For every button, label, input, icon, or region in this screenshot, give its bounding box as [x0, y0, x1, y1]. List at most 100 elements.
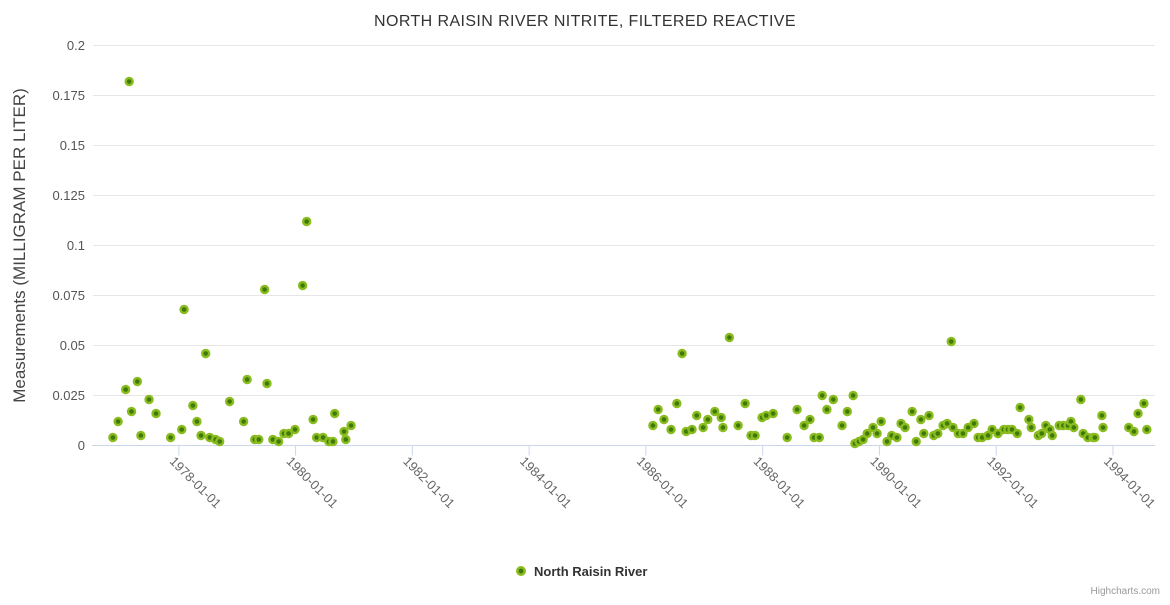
data-point[interactable]	[151, 408, 161, 419]
data-point[interactable]	[1129, 426, 1139, 437]
data-point[interactable]	[308, 414, 318, 425]
data-point[interactable]	[842, 406, 853, 417]
data-point[interactable]	[666, 424, 676, 435]
data-point[interactable]	[124, 76, 134, 87]
data-point[interactable]	[924, 410, 934, 421]
data-point[interactable]	[872, 428, 882, 439]
data-point[interactable]	[238, 416, 249, 427]
data-point[interactable]	[1047, 430, 1057, 441]
data-point[interactable]	[740, 398, 750, 409]
data-point[interactable]	[1142, 424, 1152, 435]
data-point[interactable]	[1037, 428, 1047, 439]
data-point[interactable]	[1069, 422, 1079, 433]
data-point[interactable]	[900, 422, 910, 433]
data-point[interactable]	[330, 408, 340, 419]
data-point[interactable]	[108, 432, 118, 443]
data-point[interactable]	[1026, 422, 1036, 433]
data-point[interactable]	[814, 432, 824, 443]
data-point[interactable]	[782, 432, 792, 443]
data-point[interactable]	[132, 376, 143, 387]
data-point[interactable]	[677, 348, 687, 359]
data-point[interactable]	[907, 406, 917, 417]
data-point[interactable]	[691, 410, 702, 421]
data-point[interactable]	[126, 406, 137, 417]
data-point[interactable]	[799, 420, 809, 431]
data-point[interactable]	[177, 424, 187, 435]
data-point[interactable]	[876, 416, 886, 427]
legend-item[interactable]: North Raisin River	[516, 564, 647, 579]
data-point[interactable]	[259, 284, 270, 295]
data-point[interactable]	[196, 430, 206, 441]
data-point[interactable]	[341, 434, 351, 445]
data-point[interactable]	[328, 436, 338, 447]
data-point[interactable]	[1015, 402, 1025, 413]
data-point[interactable]	[290, 424, 300, 435]
x-axis-label: 1992-01-01	[984, 454, 1042, 512]
data-point[interactable]	[1098, 422, 1108, 433]
data-point[interactable]	[1097, 410, 1107, 421]
data-point[interactable]	[1133, 408, 1143, 419]
data-point[interactable]	[136, 430, 146, 441]
data-point[interactable]	[301, 216, 312, 227]
data-point[interactable]	[1076, 394, 1086, 405]
data-point[interactable]	[892, 432, 902, 443]
data-point[interactable]	[200, 348, 211, 359]
data-point[interactable]	[659, 414, 669, 425]
data-point[interactable]	[822, 404, 832, 415]
x-axis-label: 1990-01-01	[867, 454, 925, 512]
data-point[interactable]	[120, 384, 131, 395]
data-point[interactable]	[188, 400, 198, 411]
data-point[interactable]	[113, 416, 123, 427]
data-point[interactable]	[648, 420, 658, 431]
data-point[interactable]	[724, 332, 735, 343]
data-point[interactable]	[1139, 398, 1149, 409]
data-point[interactable]	[687, 424, 697, 435]
data-point[interactable]	[1090, 432, 1100, 443]
data-point[interactable]	[862, 428, 872, 439]
data-point[interactable]	[718, 422, 728, 433]
credit-link[interactable]: Highcharts.com	[1091, 586, 1160, 597]
data-point[interactable]	[698, 422, 708, 433]
data-point[interactable]	[311, 432, 322, 443]
data-point[interactable]	[911, 436, 921, 447]
data-point[interactable]	[346, 420, 356, 431]
data-point[interactable]	[768, 408, 778, 419]
data-point[interactable]	[969, 418, 979, 429]
data-point[interactable]	[144, 394, 154, 405]
y-axis-labels: 0 0.025 0.05 0.075 0.1 0.125 0.15 0.175 0.2	[52, 38, 85, 453]
data-point[interactable]	[297, 280, 308, 291]
data-point[interactable]	[792, 404, 802, 415]
data-point[interactable]	[672, 398, 682, 409]
data-point[interactable]	[165, 432, 176, 443]
data-point[interactable]	[733, 420, 743, 431]
data-point[interactable]	[1012, 428, 1022, 439]
data-point[interactable]	[214, 436, 225, 447]
data-point[interactable]	[817, 390, 827, 401]
x-axis-label: 1984-01-01	[517, 454, 575, 512]
data-point[interactable]	[262, 378, 272, 389]
data-point[interactable]	[273, 436, 284, 447]
data-point[interactable]	[179, 304, 189, 315]
data-point[interactable]	[224, 396, 235, 407]
data-point[interactable]	[919, 428, 929, 439]
data-point[interactable]	[703, 414, 713, 425]
data-point[interactable]	[242, 374, 252, 385]
data-point[interactable]	[848, 390, 858, 401]
data-point[interactable]	[750, 430, 760, 441]
data-point[interactable]	[933, 428, 943, 439]
data-point[interactable]	[254, 434, 264, 445]
legend-label: North Raisin River	[534, 564, 647, 579]
data-point[interactable]	[1024, 414, 1034, 425]
data-point[interactable]	[805, 414, 815, 425]
data-point[interactable]	[716, 412, 726, 423]
data-point[interactable]	[916, 414, 926, 425]
data-point[interactable]	[339, 426, 349, 437]
data-point[interactable]	[828, 394, 839, 405]
data-point[interactable]	[837, 420, 847, 431]
data-point[interactable]	[710, 406, 720, 417]
y-axis-tick-label: 0.2	[67, 38, 85, 53]
data-point[interactable]	[946, 336, 956, 347]
data-point[interactable]	[653, 404, 663, 415]
data-point[interactable]	[192, 416, 202, 427]
